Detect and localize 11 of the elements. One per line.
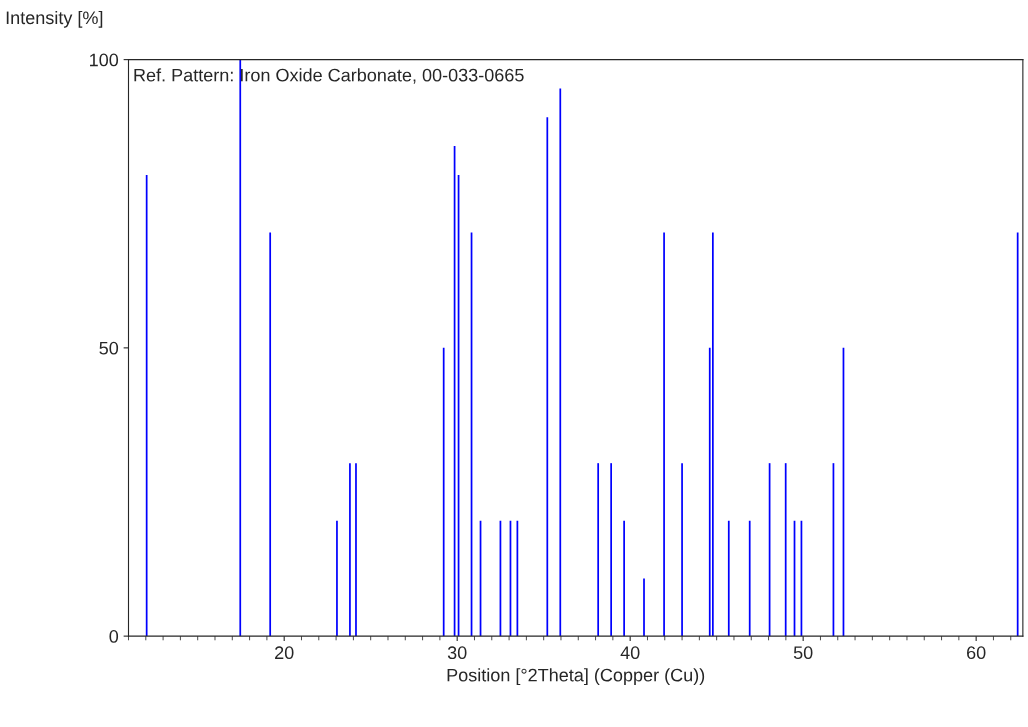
x-tick-label: 30	[447, 646, 467, 660]
x-tick-label: 60	[967, 646, 986, 660]
y-tick-label: 50	[99, 341, 119, 355]
x-axis-title: Position [°2Theta] (Copper (Cu))	[447, 668, 705, 686]
x-tick-label: 50	[793, 646, 813, 660]
y-axis-title: Intensity [%]	[6, 10, 103, 28]
x-tick-label: 20	[275, 646, 294, 660]
x-tick-label: 40	[620, 646, 640, 660]
annotation: Ref. Pattern: Iron Oxide Carbonate, 00-033-0665	[134, 68, 524, 84]
y-tick-label: 100	[90, 53, 119, 67]
y-tick-label: 0	[109, 630, 119, 643]
